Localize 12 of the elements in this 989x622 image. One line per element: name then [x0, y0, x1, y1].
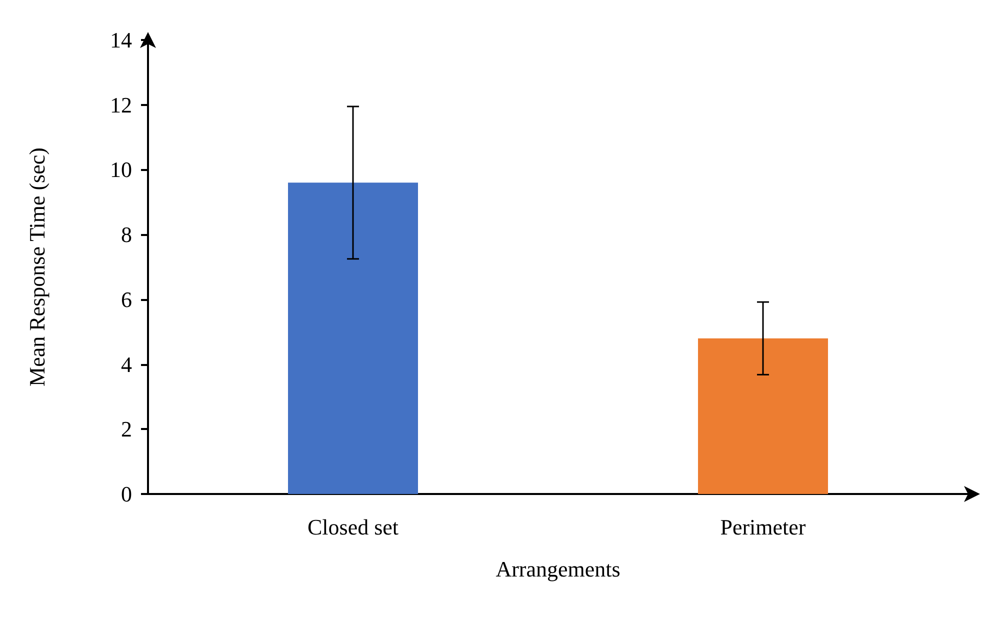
y-tick-label: 14 [110, 28, 132, 52]
x-tick-label: Closed set [307, 514, 399, 540]
y-tick-label: 10 [110, 157, 132, 182]
x-axis-title: Arrangements [496, 556, 620, 582]
x-tick-label: Perimeter [720, 514, 806, 540]
y-tick-label: 4 [121, 352, 132, 377]
y-tick-label: 8 [121, 222, 132, 248]
y-tick-label: 6 [121, 286, 132, 312]
y-axis-title: Mean Response Time (sec) [24, 148, 50, 386]
y-tick-label: 2 [121, 416, 132, 442]
y-tick-label: 0 [121, 482, 132, 506]
y-tick-label: 12 [110, 92, 132, 118]
